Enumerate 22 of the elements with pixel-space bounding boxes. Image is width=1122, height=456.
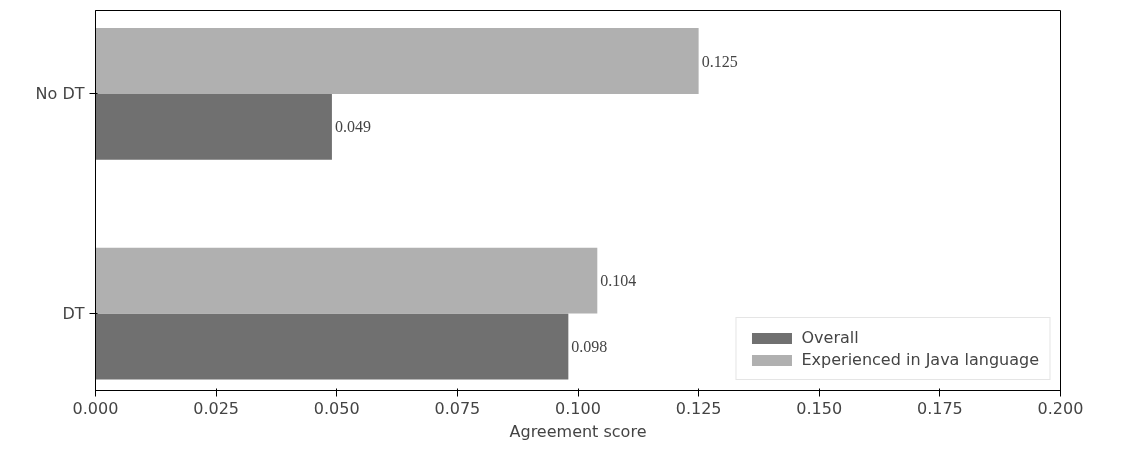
bar (95, 313, 569, 380)
x-tick-label: 0.150 (796, 398, 843, 418)
x-tick-label: 0.025 (193, 398, 240, 418)
bar (95, 247, 598, 314)
y-tick-label: No DT (35, 84, 85, 104)
x-tick-label: 0.200 (1037, 398, 1084, 418)
x-tick-label: 0.050 (313, 398, 360, 418)
x-tick-label: 0.000 (72, 398, 119, 418)
data-label: 0.049 (334, 118, 371, 136)
bar (95, 93, 332, 160)
x-tick-label: 0.100 (555, 398, 601, 418)
x-tick-label: 0.075 (434, 398, 481, 418)
data-label: 0.125 (701, 52, 738, 70)
data-label: 0.098 (571, 338, 608, 356)
legend-label: Experienced in Java language (801, 350, 1039, 369)
y-tick-label: DT (62, 304, 85, 324)
data-label: 0.104 (600, 272, 637, 290)
legend-label: Overall (801, 328, 859, 347)
x-tick-label: 0.125 (675, 398, 722, 418)
x-tick-label: 0.175 (916, 398, 963, 418)
x-axis-title: Agreement score (509, 421, 647, 441)
bar (95, 28, 699, 94)
